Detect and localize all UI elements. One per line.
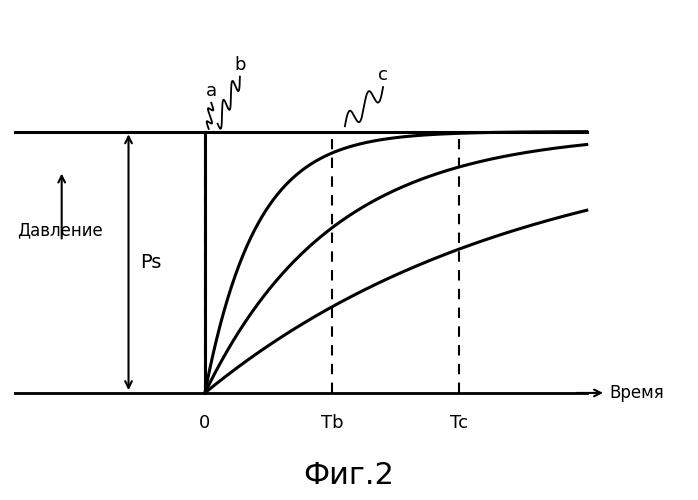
Text: Время: Время [609,384,664,402]
Text: c: c [378,66,388,84]
Text: Tc: Tc [450,414,468,432]
Text: Ps: Ps [140,252,161,272]
Text: 0: 0 [199,414,211,432]
Text: a: a [206,82,217,100]
Text: Tb: Tb [321,414,343,432]
Text: Давление: Давление [17,222,103,240]
Text: Фиг.2: Фиг.2 [304,461,394,490]
Text: b: b [234,56,246,74]
